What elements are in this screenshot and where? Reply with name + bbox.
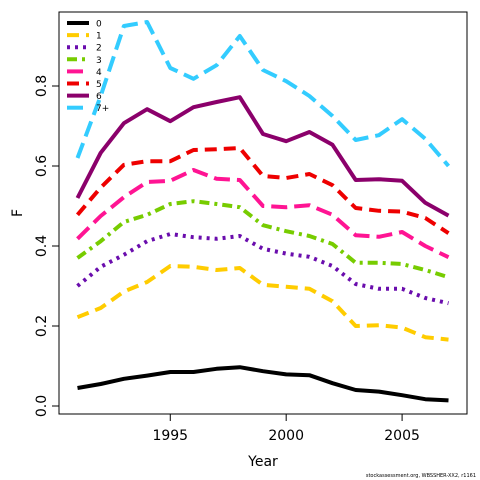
y-tick-label: 0.6 — [34, 155, 50, 177]
series-line-2 — [76, 232, 449, 306]
y-tick-label: 0.4 — [34, 235, 50, 257]
series-line-1 — [76, 264, 449, 342]
x-tick-label: 2000 — [268, 428, 304, 444]
legend-label-3: 3 — [96, 56, 102, 66]
y-axis-label: F — [10, 209, 26, 217]
series-layer — [75, 20, 451, 403]
x-axis-label: Year — [247, 454, 278, 470]
x-axis: 1995 2000 2005 — [152, 414, 420, 444]
series-line-6 — [75, 95, 450, 218]
y-tick-label: 0.2 — [34, 315, 50, 337]
legend: 0 1 2 3 4 5 6 7+ — [67, 20, 109, 114]
series-line-4 — [76, 168, 450, 260]
x-tick-label: 1995 — [152, 428, 188, 444]
y-axis: 0.0 0.2 0.4 0.6 0.8 — [34, 75, 59, 417]
series-line-0 — [77, 365, 449, 403]
x-tick-label: 2005 — [384, 428, 420, 444]
y-tick-label: 0.0 — [34, 395, 50, 417]
legend-label-5: 5 — [96, 80, 102, 90]
legend-label-6: 6 — [96, 92, 102, 102]
series-line-3 — [76, 199, 450, 280]
y-tick-label: 0.8 — [34, 75, 50, 97]
legend-label-4: 4 — [96, 68, 102, 78]
series-line-5 — [75, 146, 450, 235]
footnote: stockassessment.org, WBSSHER-XX2, r1161 — [366, 473, 476, 479]
series-line-7 — [75, 20, 451, 168]
legend-label-0: 0 — [96, 20, 102, 30]
legend-label-1: 1 — [96, 32, 102, 42]
legend-label-7: 7+ — [96, 104, 109, 114]
plot-frame — [58, 11, 468, 415]
legend-label-2: 2 — [96, 44, 102, 54]
